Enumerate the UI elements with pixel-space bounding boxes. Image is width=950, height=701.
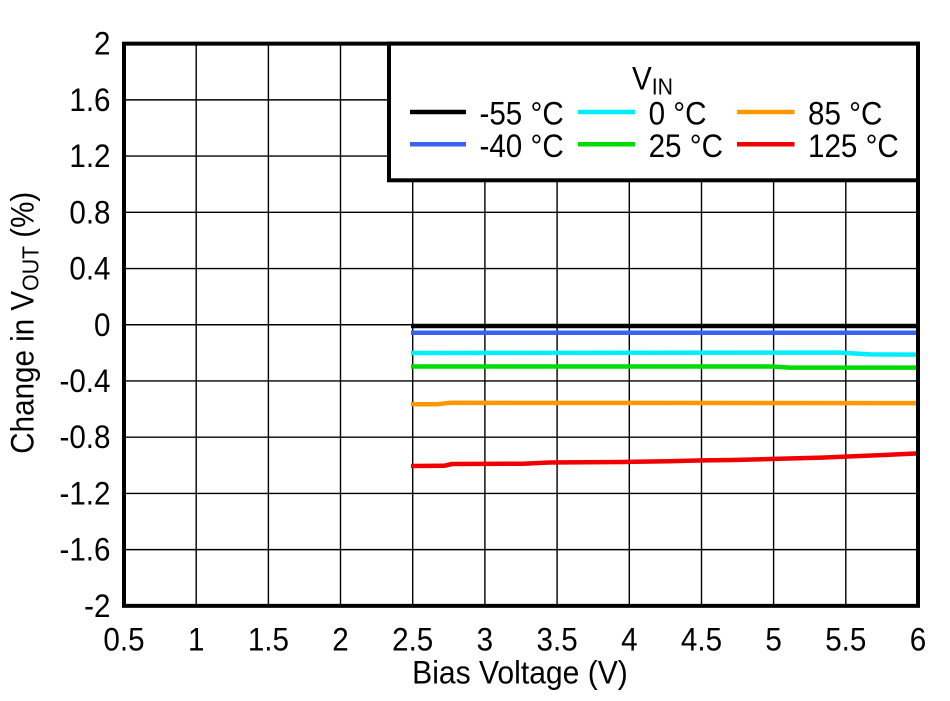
svg-text:2.5: 2.5 [392,621,433,657]
svg-text:4.5: 4.5 [681,621,722,657]
svg-text:0.5: 0.5 [103,621,144,657]
svg-text:6: 6 [910,621,926,657]
svg-text:2: 2 [94,26,110,62]
svg-text:4: 4 [621,621,637,657]
svg-text:1.2: 1.2 [69,138,110,174]
svg-text:0: 0 [94,307,110,343]
svg-text:0 °C: 0 °C [649,95,707,131]
svg-text:1.5: 1.5 [248,621,289,657]
svg-text:5.5: 5.5 [825,621,866,657]
svg-text:Change in VOUT (%): Change in VOUT (%) [4,192,43,454]
svg-text:-0.4: -0.4 [59,363,110,399]
svg-text:-0.8: -0.8 [59,419,110,455]
svg-text:-40 °C: -40 °C [480,128,564,164]
svg-text:-1.6: -1.6 [59,532,110,568]
svg-text:-55 °C: -55 °C [480,95,564,131]
svg-text:-2: -2 [84,588,110,624]
svg-text:0.8: 0.8 [69,194,110,230]
svg-text:0.4: 0.4 [69,250,110,286]
svg-text:3: 3 [477,621,493,657]
svg-text:85 °C: 85 °C [808,95,882,131]
svg-text:1: 1 [188,621,204,657]
svg-text:2: 2 [332,621,348,657]
svg-text:125 °C: 125 °C [808,128,899,164]
svg-text:Bias Voltage (V): Bias Voltage (V) [412,655,628,691]
svg-text:-1.2: -1.2 [59,475,110,511]
svg-text:5: 5 [765,621,781,657]
svg-text:1.6: 1.6 [69,82,110,118]
svg-text:3.5: 3.5 [537,621,578,657]
svg-text:25 °C: 25 °C [649,128,723,164]
